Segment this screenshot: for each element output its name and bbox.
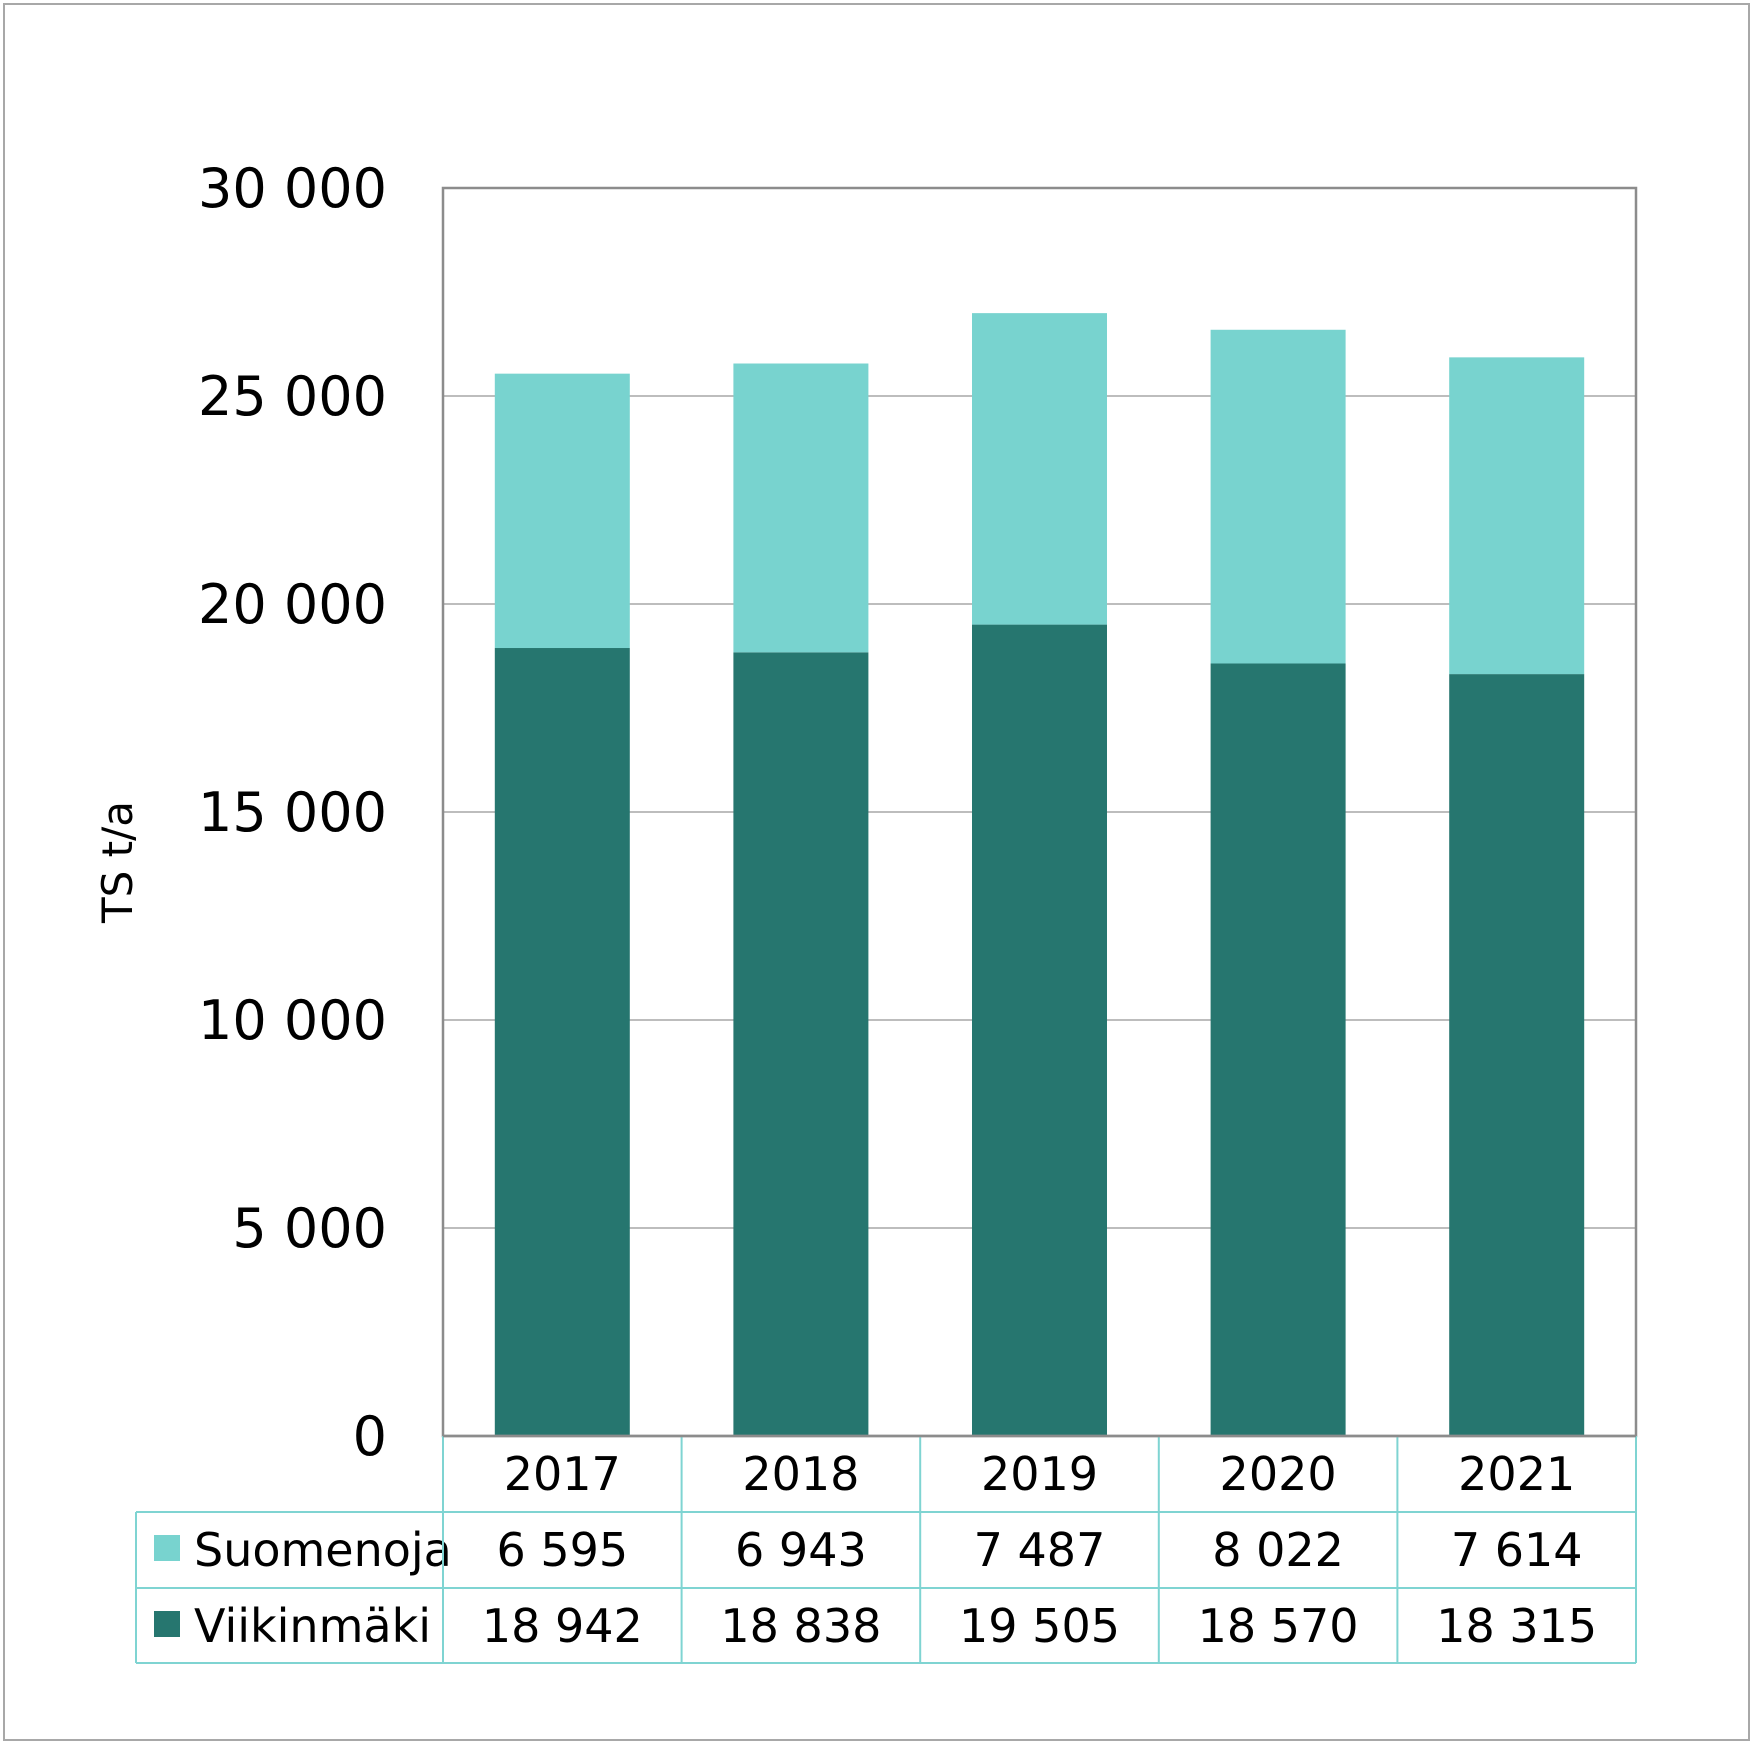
bar-suomenoja-2019 [972,313,1107,625]
table-category-label: 2017 [504,1447,621,1501]
legend-swatch-viikinmäki [154,1611,180,1637]
y-tick-label: 5 000 [232,1197,387,1260]
y-tick-label: 0 [353,1405,387,1468]
bar-suomenoja-2021 [1449,357,1585,675]
bar-viikinmäki-2017 [494,648,630,1436]
y-tick-label: 20 000 [198,573,387,636]
bar-suomenoja-2018 [733,363,869,653]
y-tick-label: 10 000 [198,989,387,1052]
table-category-label: 2021 [1458,1447,1575,1501]
bar-viikinmäki-2020 [1210,663,1346,1436]
table-value: 18 838 [720,1599,881,1653]
table-value: 18 315 [1436,1599,1597,1653]
bar-viikinmäki-2018 [733,652,869,1436]
table-value: 18 942 [482,1599,643,1653]
legend-label: Viikinmäki [194,1599,431,1653]
y-tick-label: 25 000 [198,365,387,428]
table-value: 7 614 [1451,1523,1583,1577]
table-category-label: 2018 [742,1447,859,1501]
table-category-label: 2020 [1220,1447,1337,1501]
table-value: 19 505 [959,1599,1120,1653]
y-tick-label: 30 000 [198,157,387,220]
table-value: 18 570 [1198,1599,1359,1653]
bar-suomenoja-2017 [494,373,630,649]
table-value: 6 595 [496,1523,628,1577]
chart-frame [3,3,1750,1741]
bar-viikinmäki-2021 [1449,674,1585,1436]
y-tick-label: 15 000 [198,781,387,844]
bar-suomenoja-2020 [1210,329,1346,664]
legend-swatch-suomenoja [154,1535,180,1561]
legend-label: Suomenoja [194,1523,452,1577]
bar-viikinmäki-2019 [972,624,1107,1436]
table-value: 7 487 [974,1523,1106,1577]
y-axis-label: TS t/a [93,801,142,924]
table-value: 6 943 [735,1523,867,1577]
table-category-label: 2019 [981,1447,1098,1501]
table-value: 8 022 [1212,1523,1344,1577]
